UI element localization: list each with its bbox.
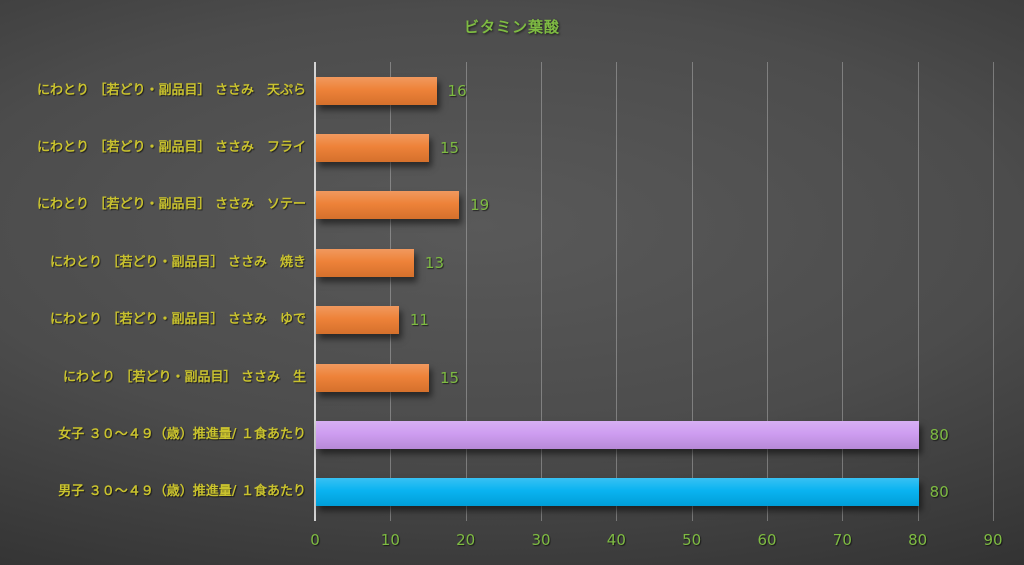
data-bar <box>316 478 919 507</box>
value-label: 16 <box>447 81 467 100</box>
category-label: にわとり ［若どり・副品目］ ささみ 焼き <box>49 254 306 270</box>
value-label: 13 <box>424 253 445 272</box>
category-label: 男子 ３０～４９（歳）推進量/ １食あたり <box>58 484 306 500</box>
gridline <box>691 62 693 521</box>
chart-title: ビタミン葉酸 <box>463 18 560 36</box>
x-tick-label: 80 <box>908 531 928 549</box>
gridline <box>465 62 467 521</box>
data-bar <box>316 134 429 163</box>
category-label: にわとり ［若どり・副品目］ ささみ 天ぷら <box>36 82 306 98</box>
data-bar <box>316 420 919 449</box>
value-label: 11 <box>409 311 429 330</box>
category-label: にわとり ［若どり・副品目］ ささみ 生 <box>62 369 306 385</box>
x-tick-label: 10 <box>380 531 400 549</box>
value-label: 80 <box>929 425 949 444</box>
value-label: 80 <box>929 483 949 502</box>
data-bar <box>316 248 414 277</box>
gridline <box>541 62 542 521</box>
x-tick-label: 20 <box>456 531 476 549</box>
x-tick-label: 60 <box>757 531 777 549</box>
data-bar <box>316 363 429 392</box>
data-bar <box>316 191 460 220</box>
gridline <box>917 62 919 521</box>
value-axis-line <box>314 62 316 521</box>
value-label: 15 <box>440 368 460 387</box>
gridline <box>390 62 392 521</box>
gridline <box>616 62 618 521</box>
x-tick-label: 40 <box>606 531 626 549</box>
x-tick-label: 0 <box>310 531 320 549</box>
gridline <box>842 62 844 521</box>
data-bar <box>316 76 437 105</box>
x-tick-label: 70 <box>832 531 852 549</box>
gridline <box>767 62 768 521</box>
value-label: 19 <box>470 196 490 215</box>
x-tick-label: 90 <box>983 531 1003 549</box>
category-label: にわとり ［若どり・副品目］ ささみ ソテー <box>36 197 306 213</box>
data-bar <box>316 306 399 335</box>
gridline <box>993 62 994 521</box>
x-tick-label: 30 <box>531 531 551 549</box>
x-tick-label: 50 <box>682 531 702 549</box>
value-label: 15 <box>440 139 460 158</box>
category-label: 女子 ３０～４９（歳）推進量/ １食あたり <box>58 426 306 442</box>
category-label: にわとり ［若どり・副品目］ ささみ フライ <box>36 140 306 156</box>
category-label: にわとり ［若どり・副品目］ ささみ ゆで <box>49 312 306 328</box>
